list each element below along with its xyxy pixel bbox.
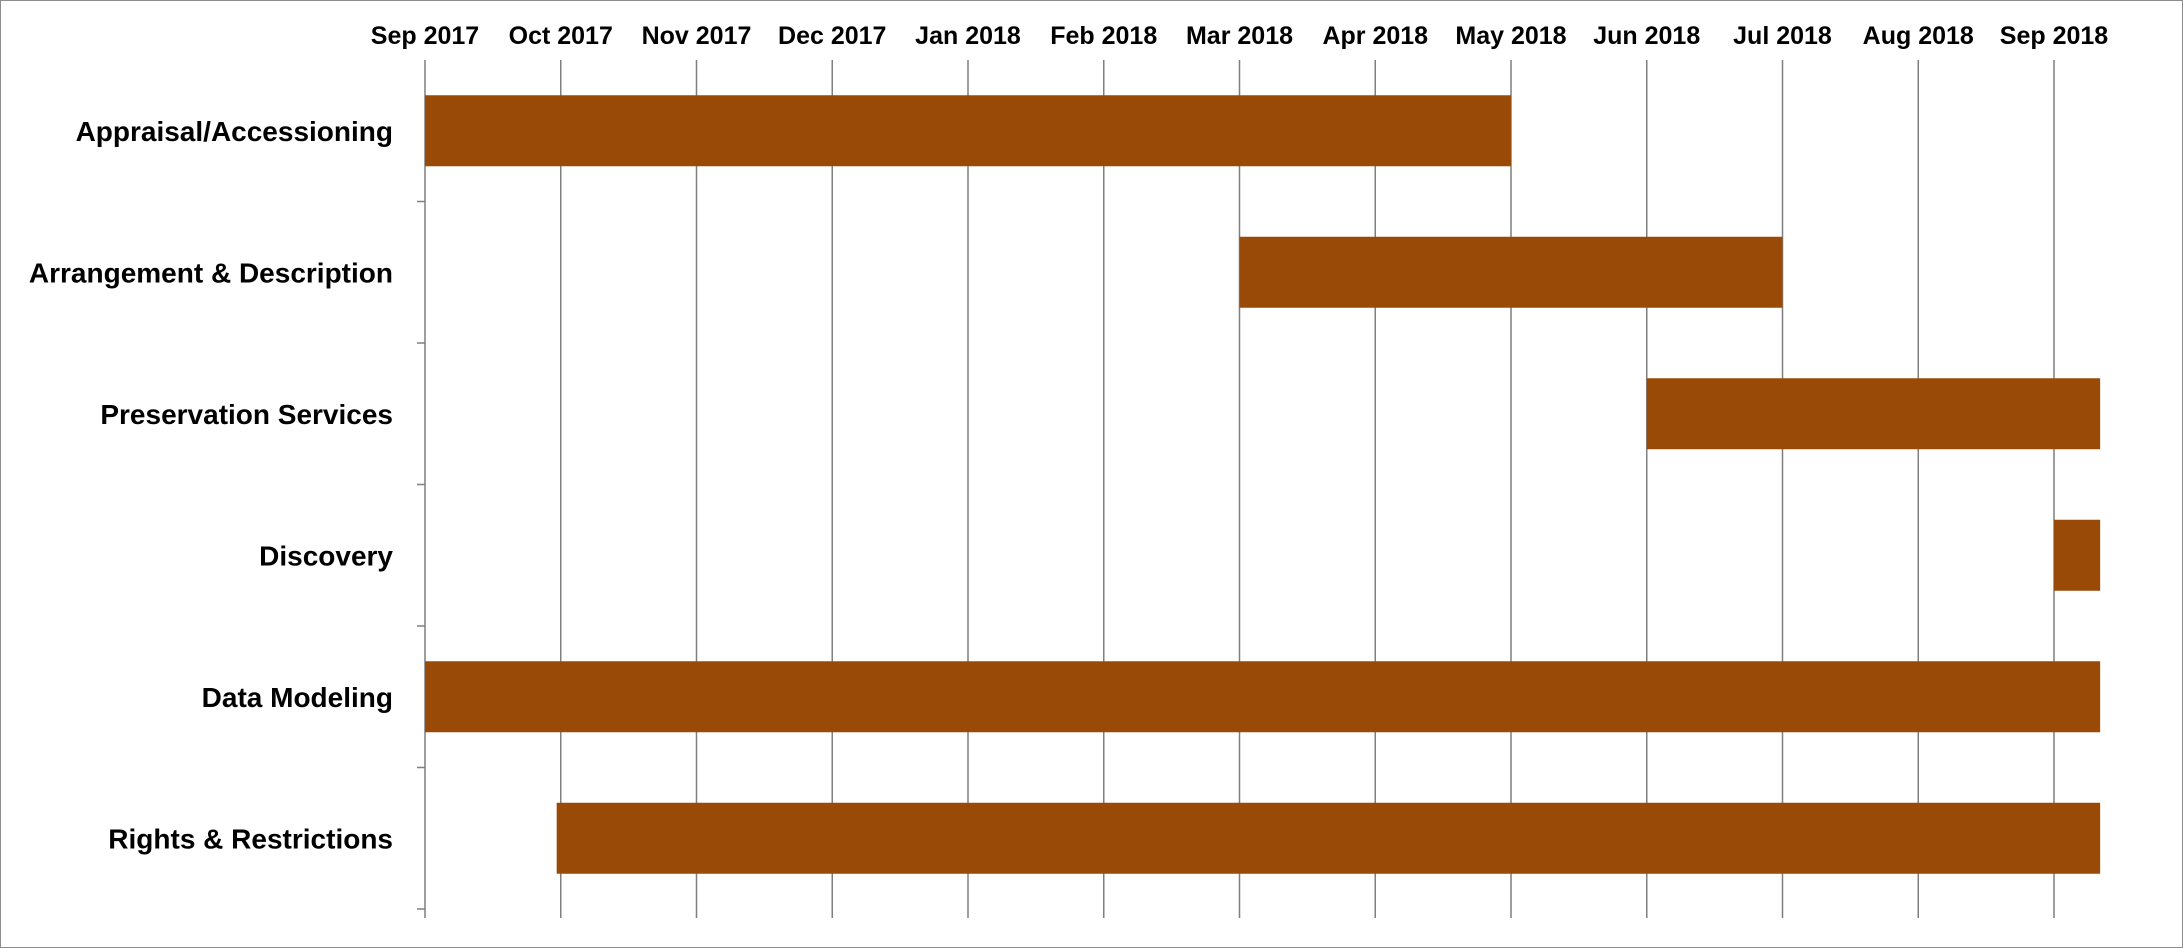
bar-rights-restrictions xyxy=(556,802,2101,874)
x-tick-label: Feb 2018 xyxy=(1050,22,1157,50)
bar-arrangement-description xyxy=(1239,236,1783,308)
x-tick-label: Jun 2018 xyxy=(1593,22,1700,50)
bar-preservation-services xyxy=(1646,378,2101,450)
category-label: Arrangement & Description xyxy=(29,257,393,288)
category-axis xyxy=(417,60,426,918)
x-tick-label: Jan 2018 xyxy=(915,22,1021,50)
bars xyxy=(425,95,2101,874)
x-tick-label: Jul 2018 xyxy=(1733,22,1832,50)
x-tick-label: May 2018 xyxy=(1455,22,1566,50)
category-label: Appraisal/Accessioning xyxy=(76,116,393,147)
category-label: Preservation Services xyxy=(100,399,393,430)
x-tick-label: Nov 2017 xyxy=(642,22,752,50)
x-tick-label: Dec 2017 xyxy=(778,22,886,50)
bar-discovery xyxy=(2054,519,2101,591)
category-label: Data Modeling xyxy=(202,682,393,713)
bar-data-modeling xyxy=(425,661,2101,733)
category-label: Rights & Restrictions xyxy=(108,823,393,854)
x-tick-label: Sep 2017 xyxy=(371,22,479,50)
bar-appraisal-accessioning xyxy=(425,95,1511,167)
gridlines xyxy=(560,60,2055,918)
x-tick-label: Aug 2018 xyxy=(1863,22,1974,50)
category-labels: Appraisal/Accessioning Arrangement & Desc… xyxy=(29,116,393,855)
x-axis-tick-labels: Sep 2017 Oct 2017 Nov 2017 Dec 2017 Jan 2018… xyxy=(371,22,2109,50)
x-tick-label: Apr 2018 xyxy=(1322,22,1428,50)
x-tick-label: Mar 2018 xyxy=(1186,22,1293,50)
x-tick-label: Oct 2017 xyxy=(509,22,613,50)
category-label: Discovery xyxy=(259,540,393,571)
x-tick-label: Sep 2018 xyxy=(2000,22,2109,50)
